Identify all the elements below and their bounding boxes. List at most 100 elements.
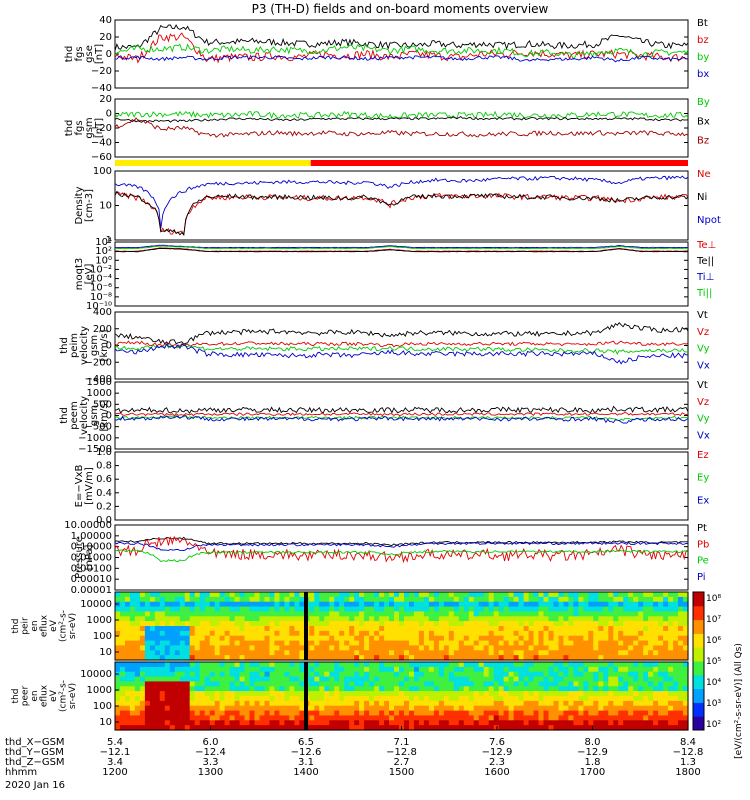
spec-cell xyxy=(334,640,340,647)
spec-cell xyxy=(344,645,350,651)
spec-cell xyxy=(498,606,505,613)
spec-cell xyxy=(488,645,495,651)
spec-cell xyxy=(329,671,335,678)
spec-cell xyxy=(344,700,350,707)
spec-cell xyxy=(683,621,689,627)
spec-cell xyxy=(374,715,380,721)
spec-cell xyxy=(349,676,355,683)
spec-cell xyxy=(194,596,201,603)
spec-cell xyxy=(493,630,500,637)
spec-cell xyxy=(678,666,684,673)
spec-cell xyxy=(164,696,171,702)
spec-cell xyxy=(139,606,146,613)
spec-cell xyxy=(568,705,574,712)
spec-cell xyxy=(558,696,565,702)
spec-cell xyxy=(339,696,345,702)
spec-cell xyxy=(638,681,644,687)
spec-cell xyxy=(120,725,126,731)
spec-cell xyxy=(214,650,221,656)
spec-cell xyxy=(115,725,121,731)
spec-cell xyxy=(518,700,525,707)
spec-cell xyxy=(668,691,674,697)
spec-cell xyxy=(488,681,495,687)
spec-cell xyxy=(423,676,430,683)
spec-cell xyxy=(428,676,435,683)
ylabel-line: velocity xyxy=(79,396,90,435)
spec-cell xyxy=(404,671,410,678)
spec-cell xyxy=(234,611,241,617)
spec-cell xyxy=(518,720,525,726)
spec-cell xyxy=(503,715,510,721)
spec-cell xyxy=(414,606,420,613)
spec-cell xyxy=(134,686,141,692)
spec-cell xyxy=(169,666,176,673)
spec-cell xyxy=(468,662,475,668)
series-line-Npot xyxy=(114,175,689,229)
spec-cell xyxy=(543,596,550,603)
spec-cell xyxy=(673,626,679,632)
spec-cell xyxy=(269,655,276,661)
spec-cell xyxy=(394,630,400,637)
spec-cell xyxy=(483,725,490,731)
spec-cell xyxy=(433,606,440,613)
spec-cell xyxy=(204,686,211,692)
spec-cell xyxy=(120,655,126,661)
spec-cell xyxy=(503,606,510,613)
spec-cell xyxy=(668,650,674,656)
spec-cell xyxy=(438,621,445,627)
spec-cell xyxy=(618,700,624,707)
ytick-label: 0 xyxy=(106,341,112,352)
spec-cell xyxy=(214,691,221,697)
spec-cell xyxy=(239,710,246,717)
spec-cell xyxy=(528,655,535,661)
spec-cell xyxy=(284,691,290,697)
spec-cell xyxy=(409,650,415,656)
series-line-By xyxy=(114,110,689,120)
spec-cell xyxy=(384,635,390,642)
spec-cell xyxy=(409,710,415,717)
spec-cell xyxy=(179,676,186,683)
spec-cell xyxy=(394,696,400,702)
spec-cell xyxy=(369,606,375,613)
ytick-label: 0 xyxy=(106,49,112,60)
spec-cell xyxy=(448,710,455,717)
spec-cell xyxy=(423,606,430,613)
spec-cell xyxy=(269,616,276,622)
spec-cell xyxy=(493,696,500,702)
spec-cell xyxy=(149,606,156,613)
spec-cell xyxy=(508,676,515,683)
spec-cell xyxy=(399,650,405,656)
spec-cell xyxy=(339,676,345,683)
spec-cell xyxy=(473,650,480,656)
spec-cell xyxy=(513,696,520,702)
spec-cell xyxy=(468,705,475,712)
spec-cell xyxy=(274,666,280,673)
spec-cell xyxy=(174,715,181,721)
spec-cell xyxy=(498,662,505,668)
spec-cell xyxy=(553,705,560,712)
spec-cell xyxy=(349,630,355,637)
spec-cell xyxy=(518,645,525,651)
spec-cell xyxy=(468,715,475,721)
spec-cell xyxy=(184,681,191,687)
spec-cell xyxy=(433,725,440,731)
spec-cell xyxy=(294,676,300,683)
spec-cell xyxy=(399,606,405,613)
spec-cell xyxy=(668,681,674,687)
spec-cell xyxy=(523,645,530,651)
spec-cell xyxy=(284,666,290,673)
spec-cell xyxy=(339,686,345,692)
spec-cell xyxy=(149,666,156,673)
spec-cell xyxy=(523,691,530,697)
spec-cell xyxy=(309,616,315,622)
spec-cell xyxy=(279,611,285,617)
spec-cell xyxy=(523,720,530,726)
spec-cell xyxy=(558,645,565,651)
spec-cell xyxy=(209,662,216,668)
spec-cell xyxy=(409,681,415,687)
spec-cell xyxy=(264,601,271,608)
xaxis-row-label: thd_Y−GSM xyxy=(5,747,64,758)
spec-cell xyxy=(658,635,664,642)
spec-cell xyxy=(568,596,574,603)
legend-entry: bz xyxy=(697,35,709,46)
